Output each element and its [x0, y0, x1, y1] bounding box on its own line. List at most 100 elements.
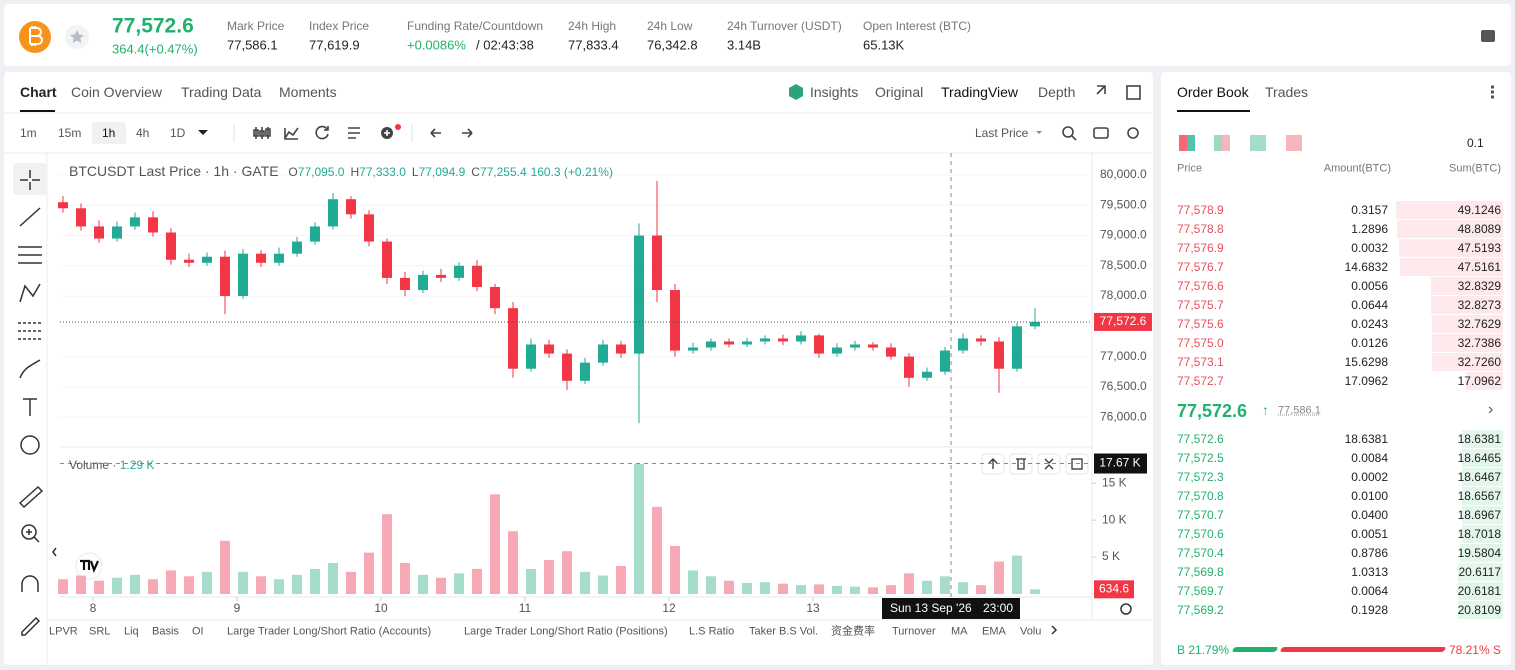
- indicator[interactable]: Turnover: [892, 625, 936, 638]
- book-amount: 0.0032: [1351, 241, 1388, 255]
- redo-icon[interactable]: [462, 128, 473, 138]
- pen-tool[interactable]: [21, 616, 41, 636]
- candle-type-icon[interactable]: [253, 127, 271, 139]
- book-tab[interactable]: Order Book: [1177, 84, 1249, 100]
- book-view-asks[interactable]: [1286, 135, 1302, 151]
- crosshair-tool[interactable]: [20, 170, 40, 190]
- indicator[interactable]: OI: [192, 625, 204, 638]
- book-price[interactable]: 77,570.6: [1177, 527, 1224, 541]
- indicator[interactable]: Volu: [1020, 625, 1042, 638]
- book-price[interactable]: 77,572.5: [1177, 451, 1224, 465]
- book-price[interactable]: 77,569.8: [1177, 565, 1224, 579]
- book-price[interactable]: 77,570.4: [1177, 546, 1224, 560]
- indicator[interactable]: L.S Ratio: [689, 625, 735, 638]
- candle-body: [346, 199, 356, 215]
- volume-bar: [112, 577, 122, 594]
- book-price[interactable]: 77,570.7: [1177, 508, 1224, 522]
- interval[interactable]: 15m: [58, 126, 82, 140]
- fib-tool[interactable]: [18, 322, 42, 340]
- compare-icon[interactable]: [315, 125, 329, 140]
- book-price[interactable]: 77,575.6: [1177, 317, 1224, 331]
- undo-icon[interactable]: [430, 128, 441, 138]
- magnet-tool[interactable]: [21, 575, 39, 592]
- interval[interactable]: 1D: [170, 126, 186, 140]
- book-tab[interactable]: Trades: [1265, 84, 1309, 100]
- book-view-alt[interactable]: [1214, 135, 1230, 151]
- emoji-tool[interactable]: [20, 435, 40, 455]
- price-type[interactable]: Last Price: [975, 126, 1029, 140]
- view-tab[interactable]: Insights: [810, 84, 859, 100]
- depth-bar: [1465, 372, 1503, 390]
- tab[interactable]: Trading Data: [181, 84, 262, 100]
- search-icon[interactable]: [1062, 126, 1074, 138]
- settings-icon[interactable]: [1127, 127, 1139, 139]
- expand-icon[interactable]: [1096, 85, 1106, 95]
- book-price[interactable]: 77,572.7: [1177, 374, 1224, 388]
- trendline-tool[interactable]: [19, 207, 41, 227]
- book-view-bids[interactable]: [1250, 135, 1266, 151]
- book-menu[interactable]: [1491, 85, 1497, 99]
- tab[interactable]: Chart: [20, 84, 57, 100]
- indicator[interactable]: Basis: [152, 625, 179, 638]
- indicators-icon[interactable]: [284, 127, 299, 140]
- book-price[interactable]: 77,572.3: [1177, 470, 1224, 484]
- price-type-caret[interactable]: [1036, 131, 1042, 134]
- chart: 76,000.076,500.077,000.077,500.078,000.0…: [4, 21, 1153, 665]
- indicator[interactable]: Liq: [124, 625, 139, 638]
- zoom-tool[interactable]: [21, 524, 37, 540]
- indicator[interactable]: Large Trader Long/Short Ratio (Accounts): [227, 625, 432, 638]
- book-price[interactable]: 77,576.9: [1177, 241, 1224, 255]
- book-price[interactable]: 77,570.8: [1177, 489, 1224, 503]
- book-price[interactable]: 77,578.9: [1177, 203, 1224, 217]
- interval[interactable]: 1m: [20, 126, 37, 140]
- view-tab[interactable]: TradingView: [941, 84, 1019, 100]
- view-tab[interactable]: Original: [875, 84, 924, 100]
- volume-bar: [580, 571, 590, 594]
- volume-bar: [76, 575, 86, 594]
- indicator[interactable]: MA: [951, 625, 968, 638]
- interval[interactable]: 4h: [136, 126, 150, 140]
- interval-dropdown[interactable]: [198, 130, 208, 135]
- pane-collapse[interactable]: [1037, 453, 1061, 475]
- book-price[interactable]: 77,575.0: [1177, 336, 1224, 350]
- precision[interactable]: 0.1: [1467, 136, 1484, 150]
- book-price[interactable]: 77,569.2: [1177, 603, 1224, 617]
- indicator[interactable]: Large Trader Long/Short Ratio (Positions…: [464, 625, 668, 638]
- pattern-tool[interactable]: [19, 283, 41, 303]
- axis-settings[interactable]: [1120, 603, 1132, 615]
- indicator[interactable]: EMA: [982, 625, 1006, 638]
- text-tool[interactable]: [23, 398, 37, 416]
- indicator[interactable]: LPVR: [49, 625, 78, 638]
- template-icon[interactable]: [348, 127, 360, 139]
- book-price[interactable]: 77,578.8: [1177, 222, 1224, 236]
- depth-bar: [1462, 430, 1503, 448]
- collapse-tools[interactable]: [52, 547, 57, 557]
- ruler-tool[interactable]: [18, 485, 44, 509]
- book-price[interactable]: 77,576.7: [1177, 260, 1224, 274]
- view-tab[interactable]: Depth: [1038, 84, 1076, 100]
- hline-tool[interactable]: [18, 246, 42, 264]
- header-menu-icon[interactable]: [1481, 30, 1495, 42]
- indicators-more[interactable]: [1051, 625, 1058, 635]
- stat-label: 24h Turnover (USDT): [727, 19, 842, 33]
- indicator[interactable]: Taker B.S Vol.: [749, 625, 819, 638]
- book-price[interactable]: 77,576.6: [1177, 279, 1224, 293]
- volume-bar: [796, 585, 806, 594]
- indicator[interactable]: SRL: [89, 625, 111, 638]
- book-view-both[interactable]: [1179, 135, 1195, 151]
- indicator[interactable]: 资金费率: [831, 625, 875, 638]
- book-sum: 47.5193: [1457, 241, 1501, 255]
- snapshot-icon[interactable]: [1093, 127, 1109, 139]
- layout-icon[interactable]: [1126, 85, 1141, 100]
- book-price[interactable]: 77,575.7: [1177, 298, 1224, 312]
- tab[interactable]: Moments: [279, 84, 337, 100]
- book-price[interactable]: 77,572.6: [1177, 432, 1224, 446]
- book-price[interactable]: 77,573.1: [1177, 355, 1224, 369]
- book-sum: 18.6467: [1457, 470, 1501, 484]
- brush-tool[interactable]: [19, 359, 41, 379]
- buy-tag: B: [1177, 643, 1186, 657]
- tab[interactable]: Coin Overview: [71, 84, 163, 100]
- more-arrow[interactable]: ›: [1488, 401, 1494, 418]
- book-price[interactable]: 77,569.7: [1177, 584, 1224, 598]
- interval[interactable]: 1h: [102, 126, 116, 140]
